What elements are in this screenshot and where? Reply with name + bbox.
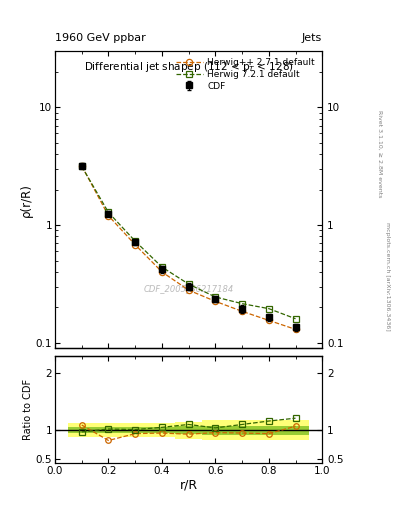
Herwig 7.2.1 default (160, 264, 164, 270)
Y-axis label: ρ(r/R): ρ(r/R) (20, 183, 33, 217)
Y-axis label: Ratio to CDF: Ratio to CDF (23, 379, 33, 440)
Herwig 7.2.1 default (106, 209, 111, 216)
Line: Herwig++ 2.7.1 default: Herwig++ 2.7.1 default (79, 163, 299, 332)
Text: Differential jet shapep (112 < p$_T$ < 128): Differential jet shapep (112 < p$_T$ < 1… (84, 60, 294, 74)
Herwig++ 2.7.1 default (293, 326, 298, 332)
Herwig 7.2.1 default (186, 281, 191, 287)
Herwig++ 2.7.1 default (160, 269, 164, 275)
Legend: Herwig++ 2.7.1 default, Herwig 7.2.1 default, CDF: Herwig++ 2.7.1 default, Herwig 7.2.1 def… (173, 56, 318, 94)
Text: mcplots.cern.ch [arXiv:1306.3436]: mcplots.cern.ch [arXiv:1306.3436] (385, 222, 389, 331)
X-axis label: r/R: r/R (180, 479, 198, 492)
Herwig 7.2.1 default (266, 306, 271, 312)
Line: Herwig 7.2.1 default: Herwig 7.2.1 default (79, 163, 299, 322)
Herwig++ 2.7.1 default (266, 317, 271, 324)
Herwig++ 2.7.1 default (186, 287, 191, 293)
Text: 1960 GeV ppbar: 1960 GeV ppbar (55, 33, 146, 44)
Herwig++ 2.7.1 default (213, 298, 218, 305)
Text: CDF_2005_S6217184: CDF_2005_S6217184 (143, 284, 234, 293)
Herwig 7.2.1 default (240, 301, 244, 307)
Herwig 7.2.1 default (213, 294, 218, 300)
Herwig 7.2.1 default (79, 163, 84, 169)
Herwig++ 2.7.1 default (79, 163, 84, 169)
Herwig 7.2.1 default (133, 238, 138, 244)
Text: Rivet 3.1.10, ≥ 2.8M events: Rivet 3.1.10, ≥ 2.8M events (377, 110, 382, 197)
Herwig 7.2.1 default (293, 316, 298, 322)
Herwig++ 2.7.1 default (133, 242, 138, 248)
Herwig++ 2.7.1 default (240, 308, 244, 314)
Herwig++ 2.7.1 default (106, 212, 111, 219)
Text: Jets: Jets (302, 33, 322, 44)
